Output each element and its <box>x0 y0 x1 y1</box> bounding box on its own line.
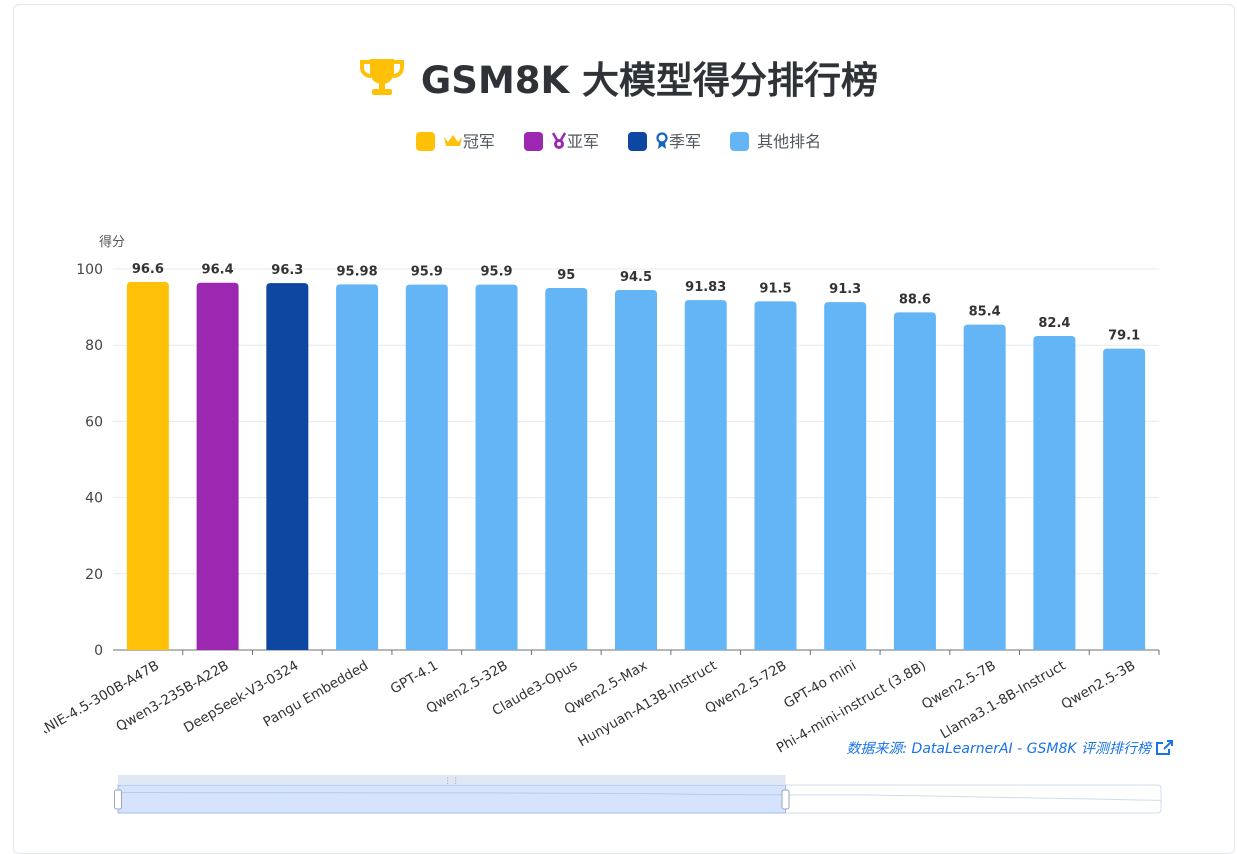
legend-item-others[interactable]: 其他排名 <box>730 128 821 152</box>
bar-value-label: 91.5 <box>759 281 791 296</box>
bar[interactable] <box>893 312 936 650</box>
crown-icon <box>443 132 463 151</box>
external-link-icon <box>1151 740 1173 757</box>
legend-swatch-runner-up <box>523 132 543 151</box>
bar[interactable] <box>615 289 657 650</box>
bar-value-label: 95 <box>557 268 575 283</box>
zoom-handle-end[interactable] <box>781 789 790 810</box>
y-tick-label: 0 <box>94 643 103 659</box>
trophy-icon <box>359 57 405 106</box>
zoom-move-bar <box>118 775 786 785</box>
x-tick-label: Qwen2.5-3B <box>1058 658 1138 713</box>
chart-title: GSM8K 大模型得分排行榜 <box>0 50 1237 106</box>
bar[interactable] <box>475 284 518 650</box>
x-tick-label: DeepSeek-V3-0324 <box>181 658 301 737</box>
bar[interactable] <box>963 324 1006 650</box>
bar[interactable] <box>1103 348 1146 650</box>
y-tick-label: 40 <box>85 491 103 507</box>
legend-label-others: 其他排名 <box>757 132 822 151</box>
legend-label-third: 季军 <box>669 132 702 151</box>
legend-label-champion: 冠军 <box>462 132 495 151</box>
zoom-grip-icon: ⋮⋮ <box>444 776 460 785</box>
legend-item-runner-up[interactable]: 亚军 <box>523 128 599 152</box>
bar[interactable] <box>266 283 309 650</box>
bar-value-label: 88.6 <box>899 292 931 307</box>
legend: 冠军 亚军 季军 其他排名 <box>0 128 1237 152</box>
y-tick-label: 60 <box>85 414 103 430</box>
bar-value-label: 96.4 <box>202 263 234 278</box>
x-tick-label: Qwen3-235B-A22B <box>113 658 231 735</box>
legend-swatch-third <box>628 132 648 151</box>
x-tick-label: ERNIE-4.5-300B-A47B <box>27 658 162 745</box>
ribbon-icon <box>655 132 669 151</box>
bar[interactable] <box>126 281 169 650</box>
zoom-selected-range <box>117 784 787 814</box>
bar-value-label: 91.3 <box>829 282 861 297</box>
bar-value-label: 96.6 <box>132 262 164 277</box>
bar[interactable] <box>336 284 379 650</box>
x-tick-label: Llama3.1-8B-Instruct <box>938 658 1069 743</box>
data-zoom-slider[interactable]: ⋮⋮ <box>114 775 1162 814</box>
y-tick-label: 20 <box>85 567 103 583</box>
bar-value-label: 94.5 <box>620 270 652 285</box>
bar[interactable] <box>196 282 239 650</box>
bar[interactable] <box>824 302 867 650</box>
bar-value-label: 96.3 <box>271 263 303 278</box>
y-tick-label: 100 <box>76 262 103 278</box>
bar-value-label: 79.1 <box>1108 329 1140 344</box>
bar-value-label: 91.83 <box>685 280 726 295</box>
y-tick-label: 80 <box>85 338 103 354</box>
legend-label-runner-up: 亚军 <box>566 132 599 151</box>
bar-value-label: 95.9 <box>480 265 512 280</box>
bar-value-label: 95.9 <box>411 265 443 280</box>
source-link[interactable]: 数据来源: DataLearnerAI - GSM8K 评测排行榜 <box>846 738 1173 758</box>
bar[interactable] <box>1033 336 1076 650</box>
bars <box>126 281 1146 650</box>
bar[interactable] <box>545 288 588 650</box>
y-axis-label: 得分 <box>99 234 125 250</box>
bar[interactable] <box>754 301 797 650</box>
legend-item-third[interactable]: 季军 <box>628 128 701 152</box>
x-tick-label: GPT-4.1 <box>388 658 441 698</box>
bar[interactable] <box>684 300 727 650</box>
bar-value-label: 85.4 <box>969 305 1001 320</box>
zoom-data-shadow <box>117 792 1162 801</box>
medal-icon <box>551 132 567 151</box>
legend-swatch-champion <box>415 132 435 151</box>
bar-value-labels: 96.6 96.4 96.3 95.98 95.9 95.9 95 94.5 91.83 91.5… <box>132 262 1140 344</box>
bar[interactable] <box>405 284 448 650</box>
bar-value-label: 82.4 <box>1038 316 1070 331</box>
source-link-text: 数据来源: DataLearnerAI - GSM8K 评测排行榜 <box>846 741 1151 757</box>
title-text: GSM8K 大模型得分排行榜 <box>420 59 879 102</box>
zoom-handle-start[interactable] <box>114 789 122 810</box>
legend-swatch-others <box>730 132 750 151</box>
legend-item-champion[interactable]: 冠军 <box>415 128 495 152</box>
bar-value-label: 95.98 <box>337 264 378 279</box>
